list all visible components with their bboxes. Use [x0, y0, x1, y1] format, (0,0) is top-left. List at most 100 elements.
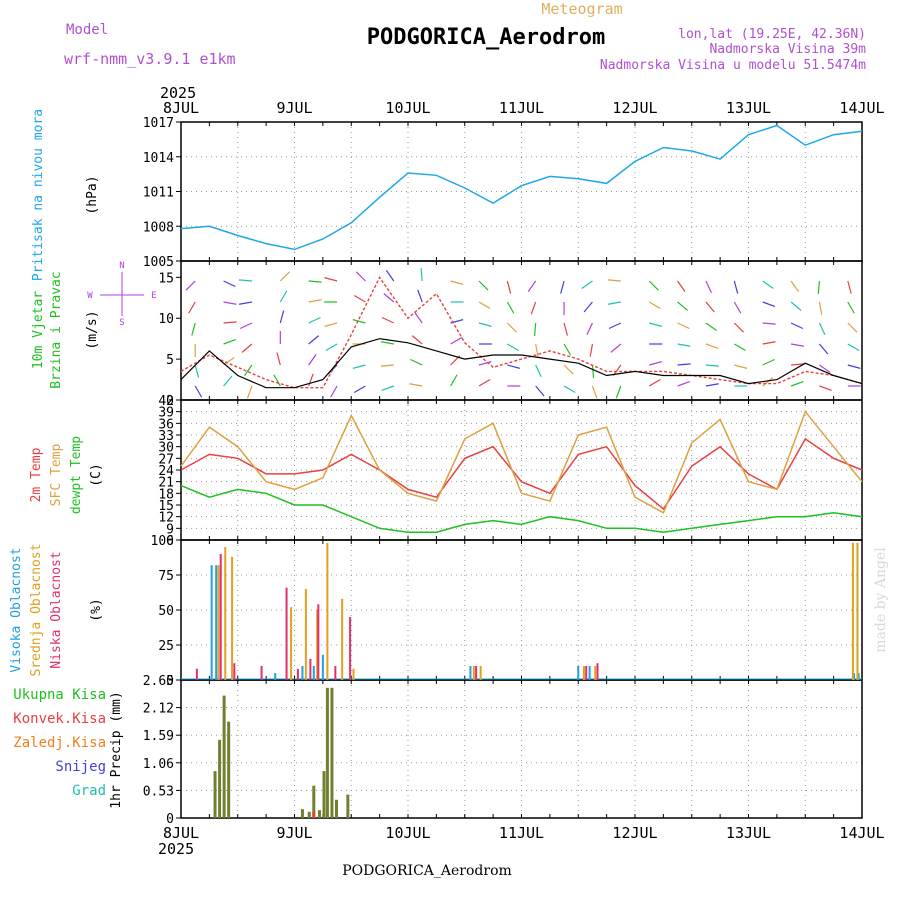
wind-arrow: [194, 364, 200, 378]
wind-arrow: [352, 319, 366, 324]
cloud-bar: [309, 659, 312, 680]
panel-0: 1005 1008 1011 1014 1017: [143, 116, 863, 270]
cloud-bar: [856, 542, 859, 680]
wind-arrow: [705, 364, 719, 367]
y-tick-label: 1014: [143, 151, 174, 166]
compass-south: S: [119, 318, 124, 328]
y-tick-label: 0: [166, 812, 174, 827]
wind-arrow: [648, 301, 661, 310]
y-tick-label: 42: [158, 394, 174, 409]
wind-arrow: [790, 380, 804, 387]
cloud-bar: [301, 666, 304, 680]
panel-frame: [180, 260, 863, 401]
wind-arrow: [530, 301, 537, 315]
wind-arrow: [276, 352, 281, 366]
wind-arrow: [649, 361, 662, 366]
wind-arrow: [194, 385, 203, 398]
legend-entry: Ukupna Kisa: [13, 687, 106, 703]
precip-legend: Ukupna Kisa Konvek.Kisa Zaledj.Kisa Snijeg G…: [13, 687, 106, 799]
temp-line-0: [180, 437, 863, 511]
wind-arrow: [527, 280, 537, 292]
wind-arrow: [324, 277, 338, 282]
y-tick-label: 25: [158, 639, 174, 654]
wind-arrow: [478, 378, 491, 387]
wind-arrow: [223, 357, 235, 366]
temp-line-1: [180, 410, 863, 514]
wind-gust-line: [180, 276, 863, 389]
wind-arrow: [478, 322, 492, 327]
dewpt-temp-label: dewpt Temp: [69, 436, 84, 514]
y-tick-label: 1005: [143, 255, 174, 270]
time-label-top: 12JUL: [612, 99, 657, 117]
wind-arrow: [790, 301, 802, 311]
precip-bar: [322, 771, 326, 818]
wind-arrow: [450, 374, 458, 387]
wind-arrow: [507, 343, 519, 352]
wind-arrow: [279, 271, 290, 282]
cloud-bar: [296, 668, 299, 680]
cloud-bar: [215, 565, 218, 680]
y-tick-label: 1008: [143, 220, 174, 235]
cloud-bar: [321, 654, 324, 680]
high-cloud-label: Visoka Oblacnost: [9, 547, 24, 672]
y-tick-label: 0.53: [143, 784, 174, 799]
y-tick-label: 5: [166, 353, 174, 368]
cloud-bar: [233, 663, 236, 680]
wind-arrow: [608, 322, 622, 330]
y-tick-label: 36: [158, 417, 174, 432]
wind-arrow: [734, 364, 748, 369]
wind-arrow: [223, 301, 237, 305]
precip-bar: [312, 785, 316, 818]
wind-arrow: [818, 322, 826, 336]
wind-title-1: 10m Vjetar: [31, 291, 46, 369]
wind-arrow: [381, 316, 395, 324]
y-tick-label: 9: [166, 522, 174, 537]
y-tick-label: 50: [158, 604, 174, 619]
year-label-bottom: 2025: [158, 840, 194, 858]
wind-arrow: [589, 343, 594, 357]
wind-arrow: [308, 373, 314, 387]
precip-bar: [213, 771, 217, 818]
cloud-bar: [260, 666, 263, 680]
precip-bar: [218, 739, 222, 818]
compass-east: E: [151, 291, 156, 301]
wind-arrow: [847, 322, 858, 333]
wind-arrow: [615, 385, 622, 399]
model-elevation: Nadmorska Visina u modelu 51.5474m: [600, 58, 866, 73]
cloud-bar: [469, 666, 472, 680]
wind-arrow: [325, 343, 338, 352]
wind-arrow: [581, 280, 593, 289]
pressure-line: [180, 124, 863, 251]
wind-arrow: [762, 280, 774, 289]
y-tick-label: 21: [158, 476, 174, 491]
wind-arrow: [353, 385, 366, 394]
y-tick-label: 1017: [143, 116, 174, 131]
wind-arrow: [420, 267, 423, 282]
wind-arrow: [705, 322, 717, 331]
wind-arrow: [762, 322, 776, 325]
wind-arrow: [506, 301, 515, 314]
cloud-bar: [588, 666, 591, 680]
time-label-bottom: 14JUL: [839, 824, 884, 842]
precip-bar: [222, 695, 226, 818]
y-tick-label: 30: [158, 441, 174, 456]
precip-bar: [330, 687, 334, 818]
wind-arrow: [583, 301, 593, 313]
wind-arrow: [308, 335, 320, 345]
chart-subtitle: Meteogram: [541, 0, 622, 18]
wind-arrow: [790, 322, 804, 330]
y-tick-label: 100: [151, 534, 174, 549]
y-tick-label: 2.65: [143, 674, 174, 689]
cloud-bar: [472, 666, 475, 680]
panel-3: 0 25 50 75 100: [151, 534, 863, 689]
wind-arrow: [279, 310, 285, 324]
y-tick-label: 24: [158, 464, 174, 479]
cloud-bar: [285, 587, 288, 680]
y-tick-label: 0: [166, 674, 174, 689]
y-tick-label: 1011: [143, 186, 174, 201]
wind-arrow: [677, 380, 690, 387]
wind-arrow: [762, 301, 776, 308]
wind-arrow: [239, 322, 253, 330]
temp2m-label: 2m Temp: [29, 447, 44, 502]
